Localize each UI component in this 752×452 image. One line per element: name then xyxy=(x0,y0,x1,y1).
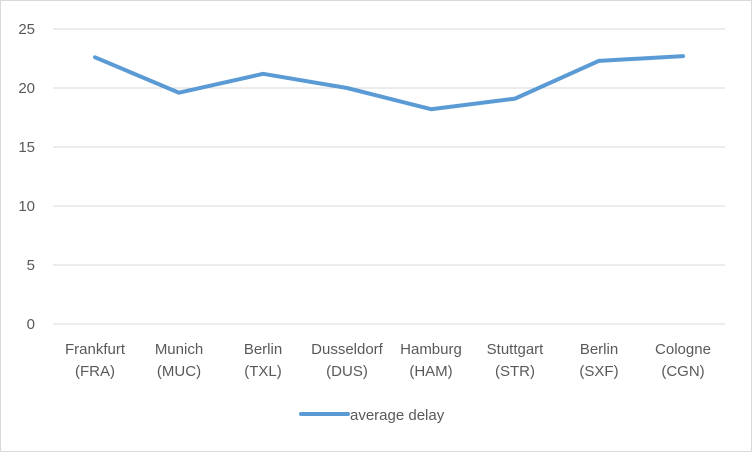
x-category-label-2: Berlin (TXL) xyxy=(244,341,282,380)
gridlines xyxy=(53,28,725,325)
x-category-label-7: Cologne (CGN) xyxy=(655,341,711,380)
x-category-label-line: Stuttgart xyxy=(487,341,545,358)
x-category-label-line: Munich xyxy=(155,341,203,358)
x-category-label-line: (TXL) xyxy=(244,363,282,380)
y-tick-label-10: 10 xyxy=(18,198,35,215)
x-category-label-line: Berlin xyxy=(244,341,282,358)
x-category-label-1: Munich (MUC) xyxy=(155,341,203,380)
x-category-label-line: (SXF) xyxy=(579,363,618,380)
x-axis-category-labels: Frankfurt (FRA) Munich (MUC) Berlin (TXL) Duss… xyxy=(65,341,711,380)
x-category-label-line: (CGN) xyxy=(661,363,704,380)
x-category-label-4: Hamburg (HAM) xyxy=(400,341,462,380)
x-category-label-line: (FRA) xyxy=(75,363,115,380)
y-tick-label-15: 15 xyxy=(18,139,35,156)
legend: average delay xyxy=(299,407,445,424)
legend-label-average-delay: average delay xyxy=(350,407,445,424)
series-lines xyxy=(93,54,685,112)
x-category-label-line: Frankfurt xyxy=(65,341,126,358)
x-category-label-line: (HAM) xyxy=(409,363,452,380)
x-category-label-line: Hamburg xyxy=(400,341,462,358)
x-category-label-3: Dusseldorf (DUS) xyxy=(311,341,384,380)
x-category-label-line: Berlin xyxy=(580,341,618,358)
x-category-label-line: Dusseldorf xyxy=(311,341,384,358)
x-category-label-line: (DUS) xyxy=(326,363,368,380)
series-line-average-delay xyxy=(93,54,685,112)
x-category-label-0: Frankfurt (FRA) xyxy=(65,341,126,380)
x-category-label-line: (STR) xyxy=(495,363,535,380)
y-tick-label-20: 20 xyxy=(18,80,35,97)
x-category-label-6: Berlin (SXF) xyxy=(579,341,618,380)
y-tick-label-25: 25 xyxy=(18,21,35,38)
x-category-label-line: Cologne xyxy=(655,341,711,358)
y-tick-label-5: 5 xyxy=(27,257,35,274)
x-category-label-5: Stuttgart (STR) xyxy=(487,341,545,380)
y-axis-tick-labels: 0 5 10 15 20 25 xyxy=(18,21,35,333)
y-tick-label-0: 0 xyxy=(27,316,35,333)
x-category-label-line: (MUC) xyxy=(157,363,201,380)
